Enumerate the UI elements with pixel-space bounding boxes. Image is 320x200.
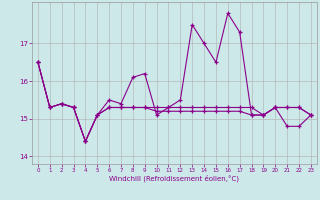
X-axis label: Windchill (Refroidissement éolien,°C): Windchill (Refroidissement éolien,°C) <box>109 175 239 182</box>
